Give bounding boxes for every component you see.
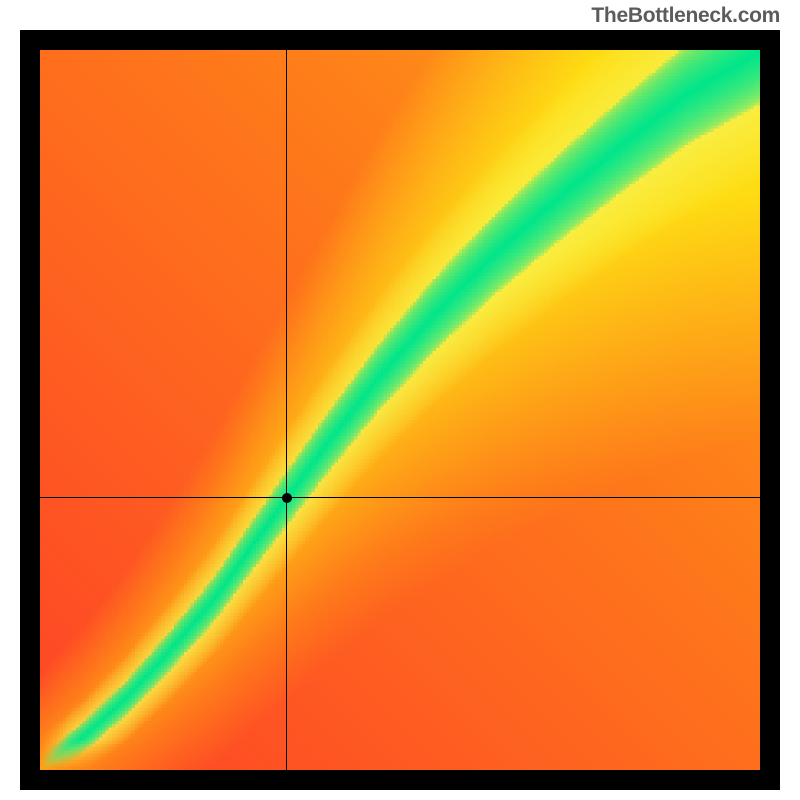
plot-area (40, 50, 760, 770)
crosshair-marker (282, 493, 292, 503)
crosshair-horizontal (40, 497, 760, 498)
watermark-text: TheBottleneck.com (591, 4, 780, 28)
crosshair-vertical (286, 50, 287, 770)
heatmap-canvas (40, 50, 760, 770)
chart-frame (20, 30, 780, 790)
